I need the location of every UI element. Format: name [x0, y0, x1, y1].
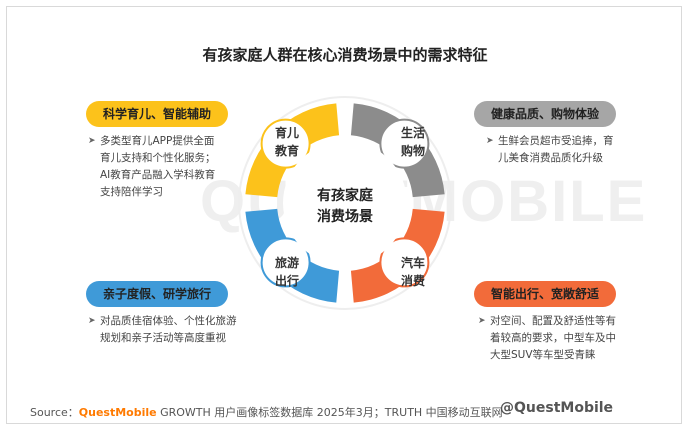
segment-label-parenting: 育儿 教育	[262, 124, 312, 160]
bullet-line: 对品质佳宿体验、个性化旅游	[100, 315, 237, 327]
segment-badge	[260, 237, 311, 288]
segment-label-shopping: 生活 购物	[388, 124, 438, 160]
bullet-line: 规划和亲子活动等高度重视	[100, 332, 226, 344]
source-brand: QuestMobile	[78, 406, 157, 419]
segment-label-auto: 汽车 消费	[388, 254, 438, 290]
segment-label-line: 汽车	[400, 256, 425, 270]
source-note: Source：QuestMobile GROWTH 用户画像标签数据库 2025…	[30, 404, 503, 420]
segment-label-travel: 旅游 出行	[262, 254, 312, 290]
bullet-line: 对空间、配置及舒适性等有	[490, 315, 616, 327]
segment-label-line: 消费	[400, 274, 425, 288]
bullet-line: 多类型育儿APP提供全面	[100, 135, 215, 147]
panel-heading-travel: 亲子度假、研学旅行	[86, 281, 228, 307]
bullet-line: 大型SUV等车型受青睐	[490, 349, 596, 361]
figure-frame	[6, 6, 682, 424]
bullet-line: 生鲜会员超市受追捧，育	[498, 135, 614, 147]
segment-badge	[260, 118, 311, 169]
segment-label-line: 旅游	[274, 256, 299, 270]
segment-label-line: 教育	[274, 144, 299, 158]
panel-bullet-auto-1: ➤ 对空间、配置及舒适性等有 着较高的要求，中型车及中 大型SUV等车型受青睐	[478, 313, 640, 364]
bullet-arrow-icon: ➤	[88, 136, 96, 146]
bullet-arrow-icon: ➤	[486, 136, 494, 146]
bullet-line: 育儿支持和个性化服务；	[100, 152, 216, 164]
center-disk	[283, 141, 407, 265]
center-label-line2: 消费场景	[317, 209, 373, 225]
center-label: 有孩家庭 消费场景	[300, 186, 390, 228]
panel-bullet-shopping-1: ➤ 生鲜会员超市受追捧，育 儿美食消费品质化升级	[486, 133, 638, 167]
panel-heading-parenting: 科学育儿、智能辅助	[86, 101, 228, 127]
segment-badge	[379, 237, 430, 288]
panel-bullet-travel-1: ➤ 对品质佳宿体验、个性化旅游 规划和亲子活动等高度重视	[88, 313, 260, 347]
segment-label-line: 购物	[400, 144, 425, 158]
source-prefix: Source：	[30, 406, 79, 419]
segment-badge	[379, 118, 430, 169]
credit-text: @QuestMobile	[500, 400, 614, 416]
bullet-line: 支持陪伴学习	[100, 186, 163, 198]
chart-title: 有孩家庭人群在核心消费场景中的需求特征	[202, 46, 488, 64]
center-label-line1: 有孩家庭	[317, 188, 373, 204]
bullet-arrow-icon: ➤	[88, 316, 96, 326]
panel-heading-auto: 智能出行、宽敞舒适	[474, 281, 616, 307]
bullet-arrow-icon: ➤	[478, 316, 486, 326]
bullet-line: AI教育产品融入学科教育	[100, 169, 216, 181]
bullet-line: 儿美食消费品质化升级	[498, 152, 603, 164]
bullet-line: 着较高的要求，中型车及中	[490, 332, 616, 344]
panel-heading-shopping: 健康品质、购物体验	[474, 101, 616, 127]
segment-label-line: 生活	[400, 126, 425, 140]
ring-outline	[238, 96, 452, 310]
source-text: GROWTH 用户画像标签数据库 2025年3月；TRUTH 中国移动互联网	[156, 406, 503, 419]
panel-bullet-parenting-1: ➤ 多类型育儿APP提供全面 育儿支持和个性化服务； AI教育产品融入学科教育 …	[88, 133, 250, 201]
segment-label-line: 出行	[274, 274, 299, 288]
segment-label-line: 育儿	[274, 126, 299, 140]
